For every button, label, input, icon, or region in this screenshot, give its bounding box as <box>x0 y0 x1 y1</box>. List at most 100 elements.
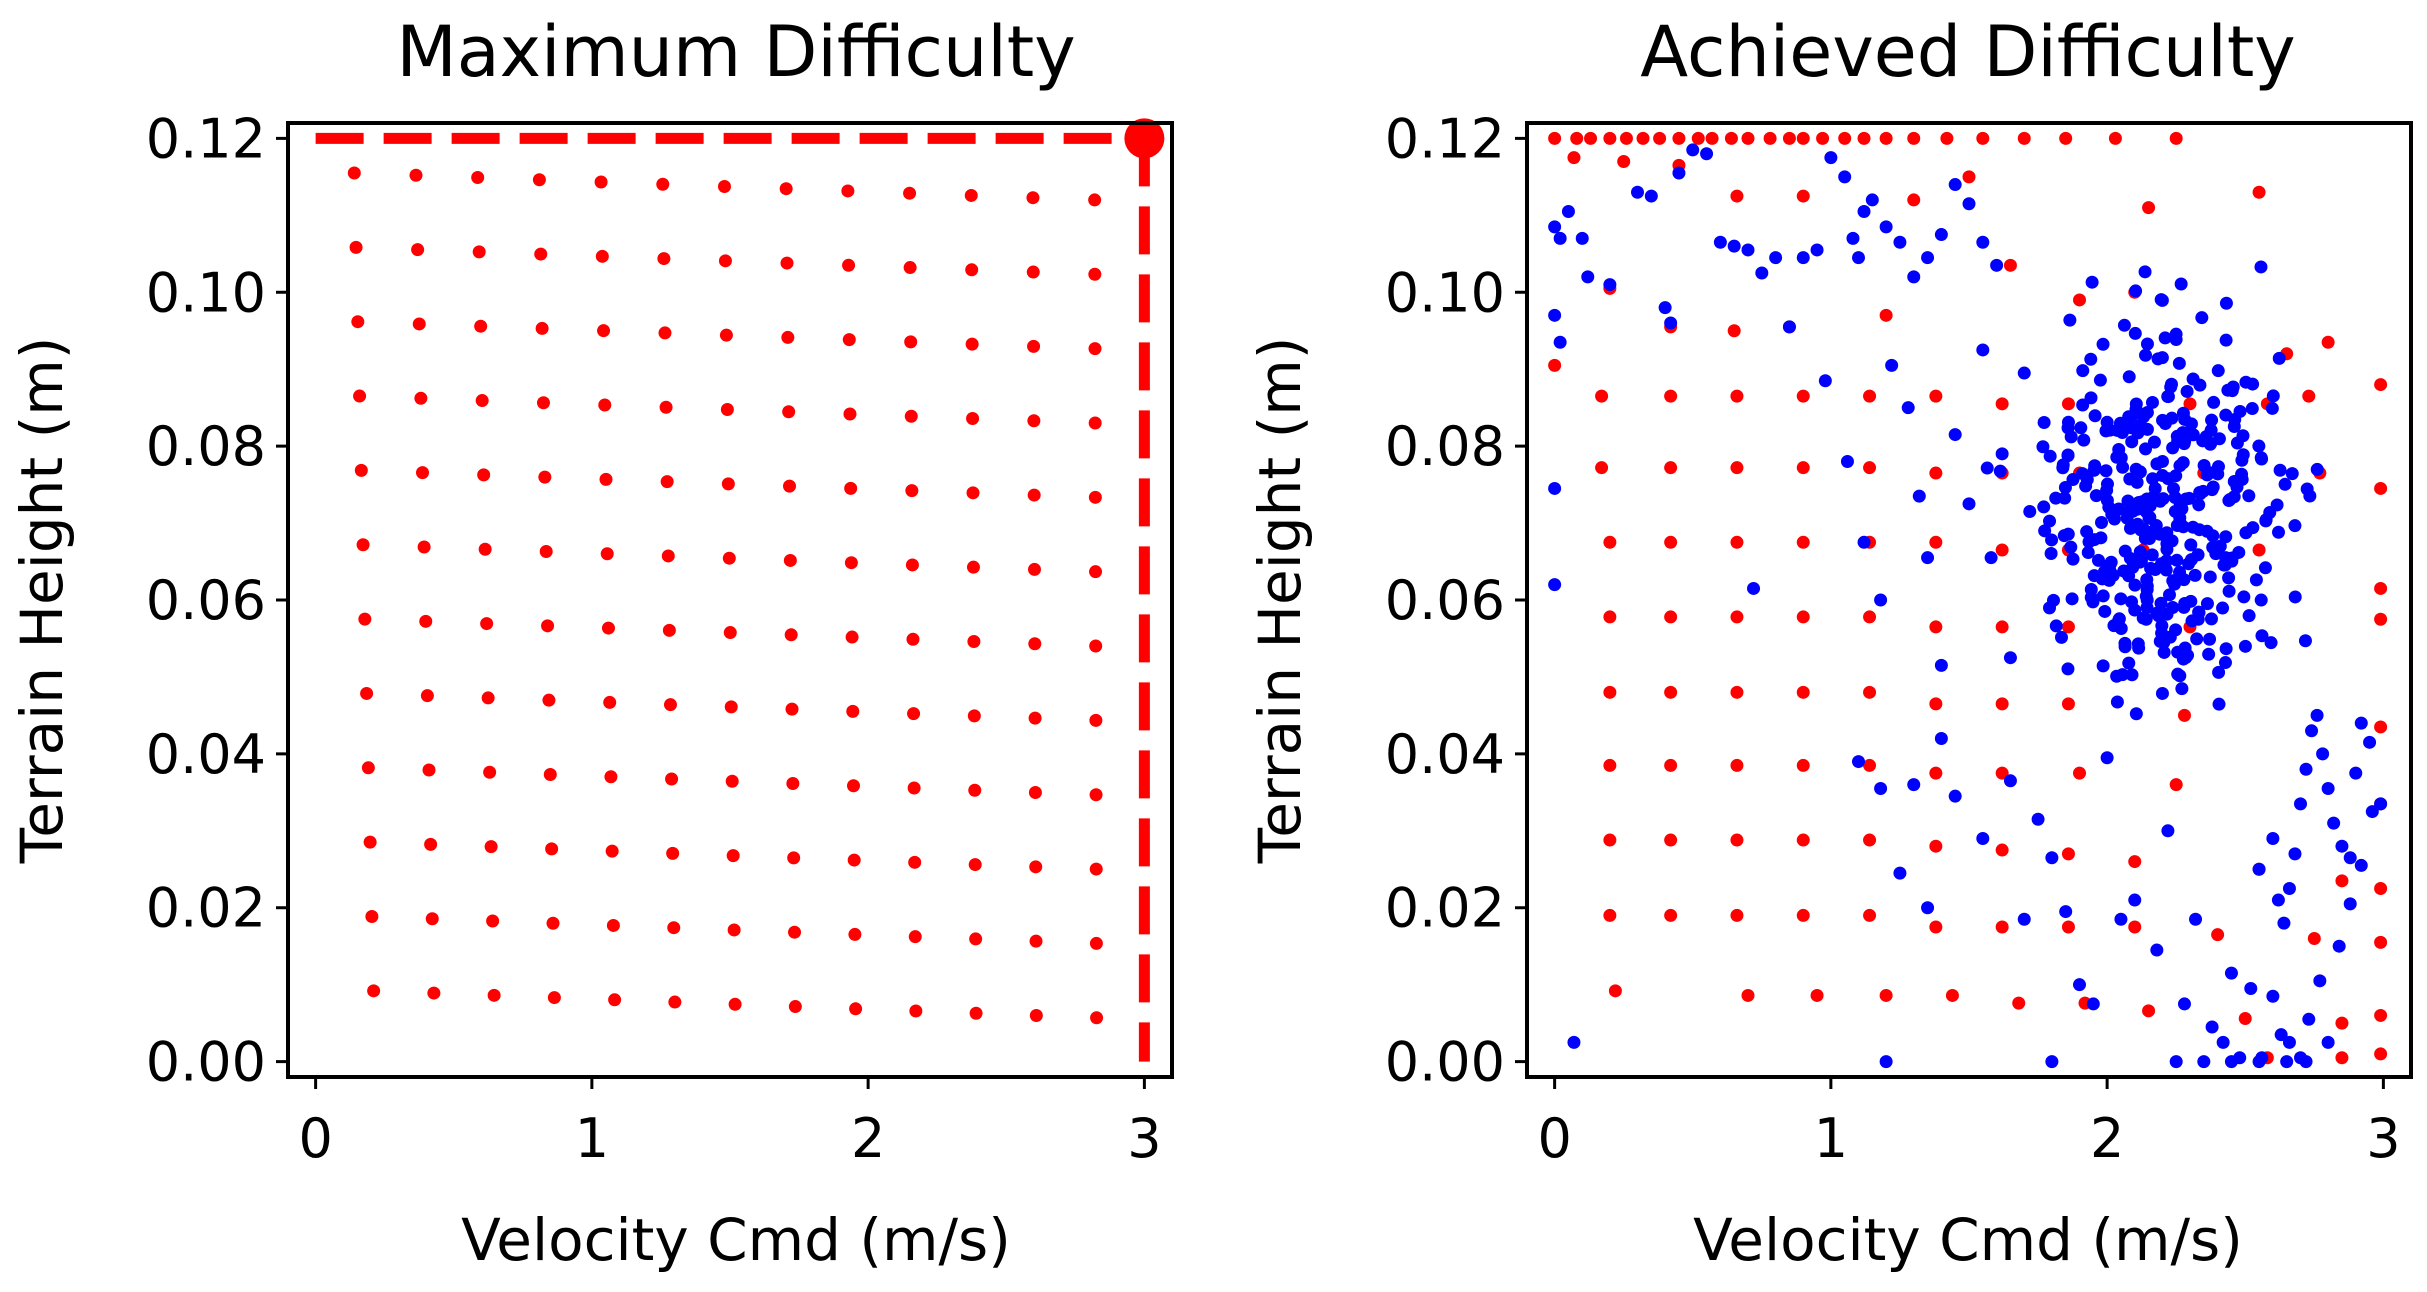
data-point <box>2354 716 2368 730</box>
data-point <box>2272 525 2286 539</box>
data-point <box>411 243 425 257</box>
series-0 <box>347 166 1104 1025</box>
data-point <box>2354 858 2368 872</box>
data-point <box>2003 651 2017 665</box>
data-point <box>905 558 919 572</box>
data-point <box>2212 697 2226 711</box>
data-point <box>1730 461 1744 475</box>
data-point <box>1027 488 1041 502</box>
data-point <box>414 391 428 405</box>
axes-frame <box>286 121 1174 1079</box>
data-point <box>1089 565 1103 579</box>
data-point <box>1027 339 1041 353</box>
data-point <box>1976 235 1990 249</box>
data-point <box>842 258 856 272</box>
data-point <box>2237 590 2251 604</box>
data-point <box>2160 607 2174 621</box>
data-point <box>1730 535 1744 549</box>
data-point <box>2193 485 2207 499</box>
data-point <box>2343 851 2357 865</box>
data-point <box>2190 632 2204 646</box>
data-point <box>1088 342 1102 356</box>
data-point <box>2197 1055 2211 1069</box>
data-point <box>2374 882 2388 896</box>
data-point <box>1995 397 2009 411</box>
data-point <box>2147 435 2161 449</box>
data-point <box>658 326 672 340</box>
data-point <box>2169 469 2183 483</box>
data-point <box>1929 920 1943 934</box>
data-point <box>2120 511 2134 525</box>
data-point <box>1090 1011 1104 1025</box>
data-point <box>2192 606 2206 620</box>
data-point <box>2045 1055 2059 1069</box>
x-tick-label: 0 <box>1537 1107 1571 1170</box>
data-point <box>1796 685 1810 699</box>
data-point <box>1570 131 1584 145</box>
data-point <box>2180 384 2194 398</box>
data-point <box>475 394 489 408</box>
data-point <box>2176 456 2190 470</box>
data-point <box>2184 538 2198 552</box>
data-point <box>2219 333 2233 347</box>
data-point <box>606 918 620 932</box>
data-point <box>2081 546 2095 560</box>
y-tick-label: 0.12 <box>146 107 266 170</box>
data-point <box>2327 816 2341 830</box>
data-point <box>2061 847 2075 861</box>
data-point <box>1852 755 1865 769</box>
data-point <box>1948 789 1962 803</box>
data-point <box>1553 335 1567 349</box>
data-point <box>1730 758 1744 772</box>
data-point <box>1658 301 1672 315</box>
data-point <box>2173 669 2187 683</box>
data-point <box>2177 708 2191 722</box>
data-point <box>2236 448 2250 462</box>
data-point <box>1631 185 1644 199</box>
data-point <box>1603 131 1617 145</box>
data-point <box>2117 318 2131 332</box>
data-point <box>1567 151 1581 165</box>
data-point <box>1863 908 1877 922</box>
data-point <box>2335 874 2349 888</box>
data-point <box>1603 908 1617 922</box>
data-point <box>846 779 860 793</box>
data-point <box>2044 547 2058 561</box>
data-point <box>903 261 917 275</box>
data-point <box>2249 573 2263 587</box>
data-point <box>1088 490 1102 504</box>
data-point <box>1672 166 1686 180</box>
data-point <box>2045 533 2059 547</box>
data-point <box>1730 189 1744 203</box>
data-point <box>2098 604 2112 618</box>
axes-frame <box>1525 121 2413 1079</box>
data-point <box>1976 131 1990 145</box>
data-point <box>1863 833 1877 847</box>
data-point <box>2043 449 2057 463</box>
data-point <box>2255 452 2269 466</box>
data-point <box>848 927 862 941</box>
data-point <box>1088 193 1102 207</box>
data-point <box>2192 498 2206 512</box>
data-point <box>2305 724 2319 738</box>
data-point <box>2212 432 2226 446</box>
data-point <box>2037 500 2051 514</box>
data-point <box>2316 747 2330 761</box>
data-point <box>601 621 615 635</box>
data-point <box>2012 996 2026 1010</box>
data-point <box>532 173 546 187</box>
data-point <box>2153 494 2167 508</box>
data-point <box>2172 356 2186 370</box>
data-point <box>416 466 430 480</box>
data-point <box>2114 912 2128 926</box>
data-point <box>727 923 741 937</box>
data-point <box>2129 707 2143 721</box>
x-tick-label: 0 <box>298 1107 332 1170</box>
data-point <box>1581 270 1595 284</box>
data-point <box>365 909 379 923</box>
data-point <box>1029 934 1043 948</box>
data-point <box>2110 695 2124 709</box>
data-point <box>663 698 677 712</box>
data-point <box>1995 543 2009 557</box>
data-point <box>1548 131 1562 145</box>
